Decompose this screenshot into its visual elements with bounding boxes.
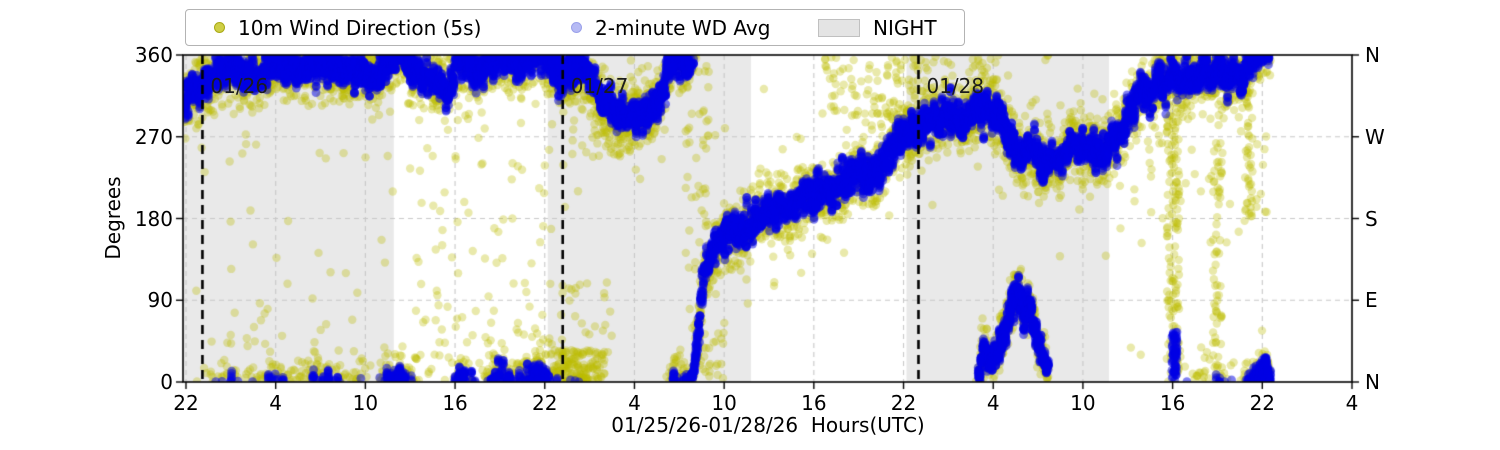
compass-tick-label: N [1365,43,1380,67]
legend-entry-night: NIGHT [818,10,937,45]
x-tick-label: 22 [532,391,558,415]
day-annotation: 01/28 [926,74,985,98]
night-shading-swatch-icon [818,18,860,37]
y-axis-label: Degrees [101,176,125,260]
x-tick-label: 16 [442,391,468,415]
x-tick-label: 4 [269,391,283,415]
y-tick-label: 0 [160,370,173,394]
legend-entry-wind-direction: 10m Wind Direction (5s) [214,10,481,45]
legend-entry-wd-avg: 2-minute WD Avg [571,10,770,45]
blue-dot-marker-icon [571,22,582,33]
y-tick-label: 360 [134,43,173,67]
compass-tick-label: W [1365,124,1385,149]
legend-label: 10m Wind Direction (5s) [238,15,482,40]
legend: 10m Wind Direction (5s) 2-minute WD Avg … [185,9,965,46]
x-tick-label: 4 [628,391,641,415]
x-tick-label: 4 [986,391,1000,415]
x-tick-label: 4 [1345,391,1359,415]
x-tick-label: 16 [1159,391,1186,415]
x-axis-label: 01/25/26-01/28/26 Hours(UTC) [611,413,925,437]
x-tick-label: 10 [352,391,379,415]
legend-label: NIGHT [873,15,937,40]
compass-tick-label: S [1365,206,1378,231]
y-tick-label: 90 [147,288,173,313]
x-tick-label: 22 [173,391,199,415]
day-annotation: 01/27 [570,74,629,98]
yellow-dot-marker-icon [214,22,225,33]
compass-tick-label: E [1365,288,1378,313]
x-tick-label: 22 [1249,391,1276,415]
x-tick-label: 10 [711,391,737,415]
x-tick-label: 22 [890,391,917,415]
y-tick-label: 270 [134,124,173,149]
y-tick-label: 180 [134,206,173,231]
x-tick-label: 10 [1070,391,1096,415]
x-tick-label: 16 [801,391,827,415]
compass-tick-label: N [1365,370,1380,394]
legend-label: 2-minute WD Avg [595,15,771,40]
day-annotation: 01/26 [210,74,269,98]
